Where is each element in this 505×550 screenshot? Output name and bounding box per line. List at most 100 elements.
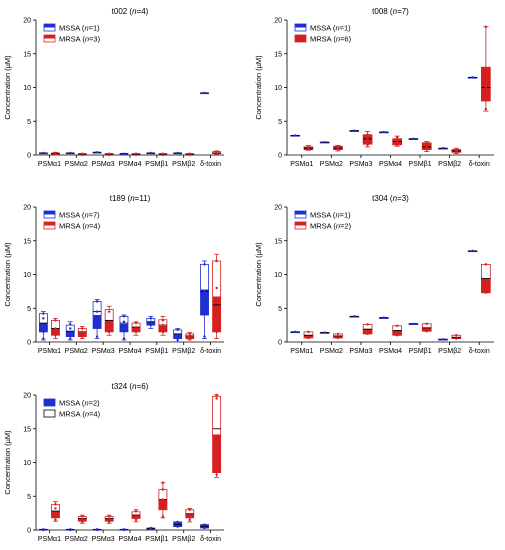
x-tick-label: PSMα2	[65, 348, 88, 355]
data-point	[455, 148, 458, 151]
legend-prefix: MRSA (	[310, 35, 336, 44]
legend-n: n	[335, 24, 339, 33]
legend-suffix: =3)	[89, 35, 101, 44]
y-axis-label: Concentration (µM)	[3, 55, 12, 120]
data-point	[366, 133, 369, 136]
y-tick-label: 5	[27, 306, 31, 313]
data-point	[81, 152, 84, 155]
legend-prefix: MSSA (	[310, 211, 336, 220]
y-tick-label: 20	[23, 205, 31, 212]
data-point	[484, 96, 488, 99]
box-mrsa	[212, 393, 222, 478]
data-point	[161, 488, 165, 491]
x-tick-label: PSMβ1	[145, 161, 168, 168]
x-tick-label: PSMα1	[290, 161, 313, 168]
legend-n: n	[85, 410, 89, 419]
y-tick-label: 0	[27, 528, 31, 535]
y-tick-label: 5	[27, 494, 31, 501]
box-mrsa	[362, 323, 373, 336]
x-tick-label: PSMα4	[118, 348, 141, 355]
data-point	[161, 481, 165, 484]
legend-label: MSSA (n=2)	[59, 399, 100, 408]
title-main: t304 (	[372, 194, 393, 203]
y-axis-label: Concentration (µM)	[3, 242, 12, 307]
box-mssa	[65, 528, 75, 532]
data-point	[107, 310, 111, 313]
data-point	[441, 147, 445, 150]
data-point	[336, 336, 340, 340]
box-mssa	[290, 134, 300, 137]
box-mrsa	[51, 317, 60, 340]
y-tick-label: 20	[274, 18, 282, 25]
y-tick-label: 10	[23, 272, 31, 279]
title-n: n	[132, 7, 137, 16]
box-mssa	[173, 151, 183, 155]
panel-title: t189 (n=11)	[110, 194, 151, 203]
data-point	[366, 332, 369, 336]
box-mrsa	[303, 145, 314, 151]
data-point	[455, 334, 458, 337]
y-tick-label: 5	[278, 119, 282, 126]
data-point	[42, 151, 45, 155]
data-point	[107, 320, 111, 323]
data-point	[95, 151, 99, 154]
data-point	[95, 528, 99, 531]
data-point	[176, 334, 179, 337]
legend-label: MSSA (n=7)	[59, 211, 100, 220]
legend-swatch	[294, 23, 307, 32]
data-point	[215, 473, 218, 476]
box-mrsa	[158, 315, 168, 336]
box-mssa	[408, 137, 419, 141]
y-tick-label: 15	[274, 238, 282, 245]
data-point	[203, 307, 206, 310]
box	[481, 66, 491, 102]
legend-swatch	[43, 23, 56, 32]
data-point	[69, 327, 72, 330]
box-mssa	[408, 322, 419, 325]
x-tick-label: PSMα3	[349, 348, 372, 355]
title-tail: =7)	[397, 7, 409, 16]
data-point	[122, 315, 126, 318]
box-mssa	[38, 151, 48, 155]
data-point	[134, 330, 138, 334]
data-point	[188, 508, 191, 511]
box-mrsa	[451, 334, 462, 340]
legend-label: MSSA (n=1)	[310, 24, 351, 33]
x-tick-label: PSMα4	[118, 161, 141, 168]
panel-title: t002 (n=4)	[112, 7, 149, 16]
x-tick-label: PSMα1	[38, 161, 61, 168]
legend-suffix: =2)	[89, 399, 101, 408]
panel-t324: t324 (n=6)Concentration (µM)05101520PSMα…	[3, 382, 224, 543]
data-point	[176, 520, 179, 524]
data-point	[188, 334, 191, 338]
box-mssa	[319, 331, 330, 334]
data-point	[203, 290, 206, 293]
data-point	[149, 151, 153, 155]
data-point	[161, 498, 165, 501]
box-mrsa	[185, 507, 195, 523]
data-point	[134, 321, 138, 325]
box-mssa	[349, 315, 360, 318]
data-point	[54, 334, 57, 337]
data-point	[395, 143, 399, 147]
box-mssa	[146, 315, 156, 329]
box-mssa	[200, 260, 209, 340]
y-tick-label: 0	[278, 153, 282, 160]
data-point	[293, 134, 297, 137]
box-mrsa	[131, 152, 141, 157]
data-point	[484, 69, 488, 72]
box-mssa	[200, 523, 209, 530]
data-point	[353, 129, 356, 132]
x-tick-label: PSMα2	[320, 348, 343, 355]
box-mrsa	[77, 326, 87, 340]
y-tick-label: 20	[274, 205, 282, 212]
x-tick-label: PSMβ2	[172, 348, 195, 355]
box-mrsa	[333, 145, 343, 152]
box-mrsa	[185, 152, 195, 157]
data-point	[69, 528, 72, 531]
data-point	[395, 136, 399, 139]
data-point	[203, 523, 206, 526]
data-point	[69, 151, 72, 155]
data-point	[395, 334, 399, 337]
legend-n: n	[85, 35, 89, 44]
